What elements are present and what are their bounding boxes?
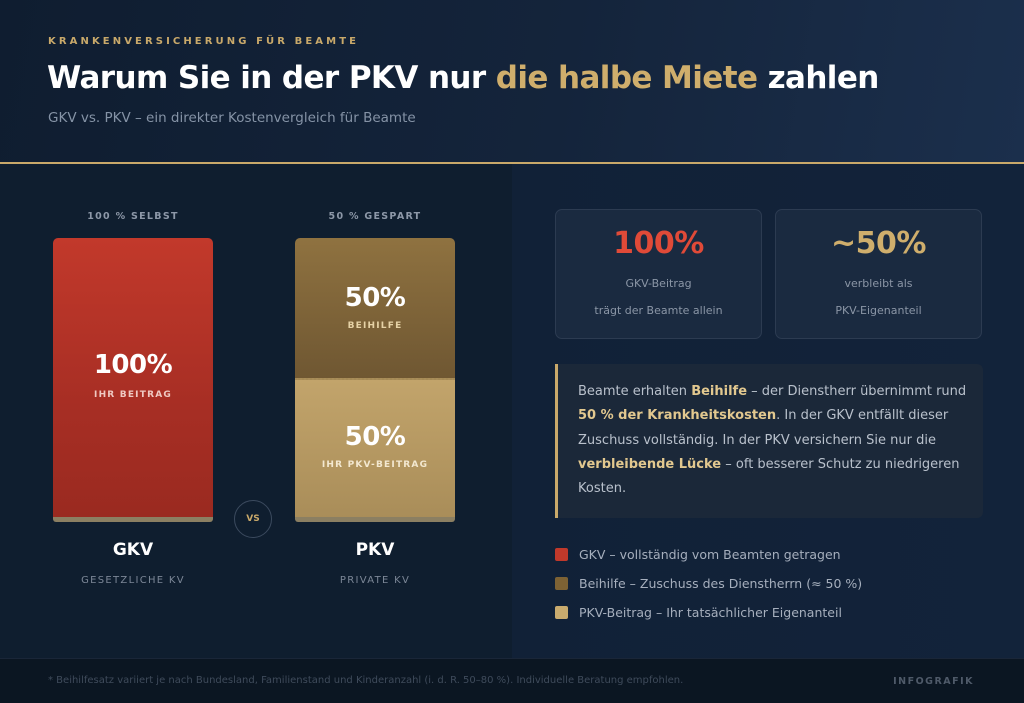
legend-swatch-red — [555, 548, 568, 561]
pkv-bar: 50% BEIHILFE 50% IHR PKV-BEITRAG — [295, 238, 455, 518]
legend-item-beihilfe: Beihilfe – Zuschuss des Dienstherrn (≈ 5… — [555, 569, 862, 598]
header-divider — [0, 162, 1024, 164]
gkv-caption: 100 % SELBST — [87, 211, 179, 222]
stat-value-pkv: ~50% — [831, 226, 926, 261]
gkv-name: GKV — [112, 540, 154, 560]
title-part-2: zahlen — [757, 60, 880, 96]
stat-label-gkv-2: trägt der Beamte allein — [594, 304, 723, 317]
legend-swatch-brown — [555, 577, 568, 590]
callout-bold-costs: 50 % der Krankheitskosten — [578, 408, 777, 424]
gkv-bar-base — [53, 517, 213, 522]
beihilfe-value: 50% — [344, 283, 406, 313]
pkv-bar-base — [295, 517, 455, 522]
pkv-subtitle: PRIVATE KV — [339, 575, 411, 586]
title-part-1: Warum Sie in der PKV nur — [47, 60, 496, 96]
callout-bold-gap: verbleibende Lücke — [578, 456, 722, 472]
pkv-contribution-label: IHR PKV-BEITRAG — [321, 460, 429, 470]
eyebrow-label: KRANKENVERSICHERUNG FÜR BEAMTE — [48, 36, 360, 47]
gkv-bar: 100% IHR BEITRAG — [53, 238, 213, 518]
stat-card-gkv: 100% GKV-Beitrag trägt der Beamte allein — [555, 209, 762, 339]
stat-label-pkv-2: PKV-Eigenanteil — [835, 304, 922, 317]
vs-badge: VS — [234, 500, 272, 538]
gkv-subtitle: GESETZLICHE KV — [81, 575, 185, 586]
callout-text-4: – oft besserer Schutz zu niedrigeren Kos… — [578, 456, 960, 497]
comparison-panel: 100 % SELBST 100% IHR BEITRAG GKV GESETZ… — [0, 164, 512, 658]
page-title: Warum Sie in der PKV nur die halbe Miete… — [47, 60, 879, 96]
gkv-bar-label: IHR BEITRAG — [94, 390, 172, 400]
footer: * Beihilfesatz variiert je nach Bundesla… — [0, 658, 1024, 703]
header: KRANKENVERSICHERUNG FÜR BEAMTE Warum Sie… — [0, 0, 1024, 164]
callout-text-1: Beamte erhalten — [578, 384, 692, 399]
stat-label-gkv-1: GKV-Beitrag — [625, 277, 692, 290]
pkv-contribution-segment: 50% IHR PKV-BEITRAG — [295, 378, 455, 518]
page-subtitle: GKV vs. PKV – ein direkter Kostenverglei… — [48, 110, 416, 126]
details-panel: 100% GKV-Beitrag trägt der Beamte allein… — [512, 164, 1024, 658]
pkv-contribution-value: 50% — [344, 422, 406, 452]
beihilfe-segment: 50% BEIHILFE — [295, 238, 455, 378]
callout-bold-beihilfe: Beihilfe — [691, 384, 748, 399]
pkv-name: PKV — [355, 540, 395, 560]
stat-label-pkv-1: verbleibt als — [844, 277, 913, 290]
legend-label-gkv: GKV – vollständig vom Beamten getragen — [579, 547, 841, 562]
legend-item-pkv: PKV-Beitrag – Ihr tatsächlicher Eigenant… — [555, 598, 862, 627]
gkv-bar-value: 100% — [93, 350, 173, 380]
explanation-callout: Beamte erhalten Beihilfe – der Diensther… — [555, 364, 983, 518]
infographic-tag: INFOGRAFIK — [893, 676, 974, 687]
stat-card-pkv: ~50% verbleibt als PKV-Eigenanteil — [775, 209, 982, 339]
legend-label-beihilfe: Beihilfe – Zuschuss des Dienstherrn (≈ 5… — [579, 576, 863, 591]
callout-text-3: . In der GKV entfällt dieser Zuschuss vo… — [578, 408, 949, 448]
callout-text-2: – der Dienstherr übernimmt rund — [747, 384, 967, 399]
legend: GKV – vollständig vom Beamten getragen B… — [555, 540, 862, 627]
legend-swatch-tan — [555, 606, 568, 619]
legend-item-gkv: GKV – vollständig vom Beamten getragen — [555, 540, 862, 569]
footnote: * Beihilfesatz variiert je nach Bundesla… — [48, 675, 684, 686]
beihilfe-label: BEIHILFE — [347, 321, 403, 331]
legend-label-pkv: PKV-Beitrag – Ihr tatsächlicher Eigenant… — [579, 605, 842, 620]
pkv-caption: 50 % GESPART — [328, 211, 422, 222]
title-highlight: die halbe Miete — [495, 60, 758, 96]
stat-value-gkv: 100% — [613, 226, 704, 261]
